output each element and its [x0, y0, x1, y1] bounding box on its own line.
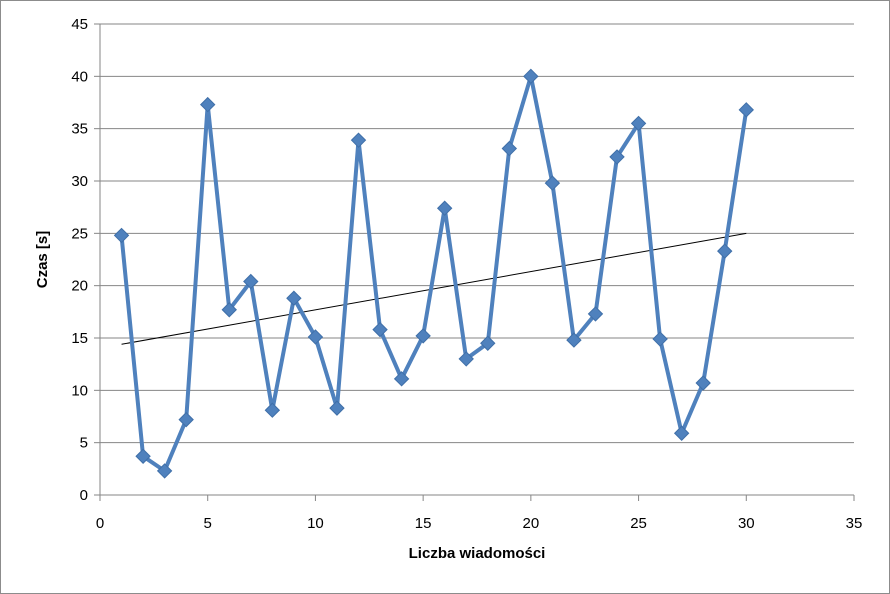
data-point	[307, 329, 324, 345]
data-point	[544, 175, 561, 191]
data-point	[135, 448, 151, 464]
data-point	[609, 149, 625, 165]
y-tick-label: 40	[71, 68, 88, 85]
data-point	[652, 331, 668, 347]
data-point	[523, 68, 539, 85]
x-tick-label: 35	[846, 515, 863, 532]
data-point	[695, 375, 711, 391]
data-point	[329, 400, 345, 416]
x-tick-label: 25	[630, 515, 647, 532]
x-tick-label: 10	[307, 515, 324, 532]
y-axis-title: Czas [s]	[34, 231, 51, 289]
y-tick-label: 10	[71, 382, 88, 399]
data-point	[350, 132, 367, 148]
gridlines	[100, 23, 854, 444]
data-point	[717, 243, 733, 259]
y-tick-labels: 0 5 10 15 20 25 30 35 40 45	[71, 16, 88, 504]
data-point	[630, 115, 647, 132]
data-point	[738, 102, 754, 118]
x-tick-label: 20	[523, 515, 540, 532]
data-point	[566, 332, 582, 348]
series-group	[113, 68, 754, 479]
data-point	[243, 273, 259, 290]
x-tick-labels: 0 5 10 15 20 25 30 35	[96, 515, 863, 532]
y-tick-label: 35	[71, 121, 88, 138]
x-tick-label: 15	[415, 515, 432, 532]
x-tick-label: 0	[96, 515, 104, 532]
data-point	[156, 463, 173, 479]
axes	[94, 23, 855, 501]
data-point	[436, 200, 453, 216]
y-tick-label: 45	[71, 16, 88, 33]
x-axis-title: Liczba wiadomości	[409, 545, 546, 562]
y-tick-label: 30	[71, 173, 88, 190]
y-tick-label: 25	[71, 225, 88, 242]
data-point	[415, 328, 431, 344]
y-tick-label: 5	[80, 435, 88, 452]
data-point	[480, 335, 496, 351]
x-tick-label: 5	[204, 515, 212, 532]
y-tick-label: 20	[71, 278, 88, 295]
data-point	[264, 402, 281, 418]
y-tick-label: 15	[71, 330, 88, 347]
data-point	[673, 425, 690, 441]
series-line	[119, 74, 749, 473]
data-point	[113, 227, 130, 244]
data-point	[393, 371, 410, 387]
trendline-group	[121, 232, 747, 345]
data-point	[200, 96, 216, 113]
data-point	[458, 351, 474, 367]
data-point	[221, 302, 237, 318]
trendline	[121, 232, 747, 345]
y-tick-label: 0	[80, 487, 88, 504]
data-point	[587, 306, 604, 322]
data-point	[286, 290, 302, 306]
data-point	[178, 411, 194, 428]
data-point	[501, 140, 518, 157]
x-tick-label: 30	[738, 515, 755, 532]
data-point	[372, 321, 388, 338]
